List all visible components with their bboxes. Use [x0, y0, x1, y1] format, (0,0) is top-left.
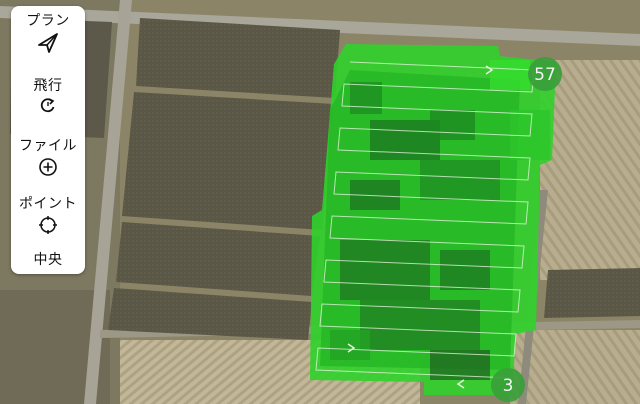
center-button[interactable]: 中央	[11, 252, 85, 269]
point-button[interactable]: ポイント	[11, 196, 85, 235]
map-toolbar: プラン 飛行 ファイル ポイント	[11, 6, 85, 274]
coverage-overlay	[310, 44, 556, 395]
paper-plane-icon	[38, 33, 58, 53]
paddy-1	[136, 18, 340, 98]
plan-button[interactable]: プラン	[11, 13, 85, 54]
paddy-4	[108, 288, 312, 340]
paddy-5	[544, 268, 640, 318]
waypoint-start-label: 3	[503, 376, 514, 396]
flight-button[interactable]: 飛行	[11, 78, 85, 115]
flight-label: 飛行	[33, 78, 63, 94]
direction-arrow-right	[485, 65, 494, 75]
waypoint-marker-start[interactable]: 3	[491, 368, 525, 402]
waypoint-end-label: 57	[534, 65, 556, 85]
flight-path	[315, 61, 535, 379]
plus-circle-icon	[39, 158, 57, 176]
direction-arrow-right	[347, 343, 356, 353]
paddy-2	[122, 92, 334, 230]
file-label: ファイル	[19, 138, 77, 154]
paddy-3	[116, 222, 320, 296]
road-north	[0, 6, 640, 46]
crosshair-icon	[39, 216, 57, 234]
rotate-icon	[40, 98, 55, 113]
road-west	[84, 0, 132, 404]
waypoint-marker-end[interactable]: 57	[528, 57, 562, 91]
point-label: ポイント	[19, 196, 77, 212]
plan-label: プラン	[26, 13, 70, 29]
center-label: 中央	[33, 252, 63, 268]
file-button[interactable]: ファイル	[11, 138, 85, 177]
direction-arrow-left	[456, 379, 465, 389]
harvested-field-east	[540, 60, 640, 280]
